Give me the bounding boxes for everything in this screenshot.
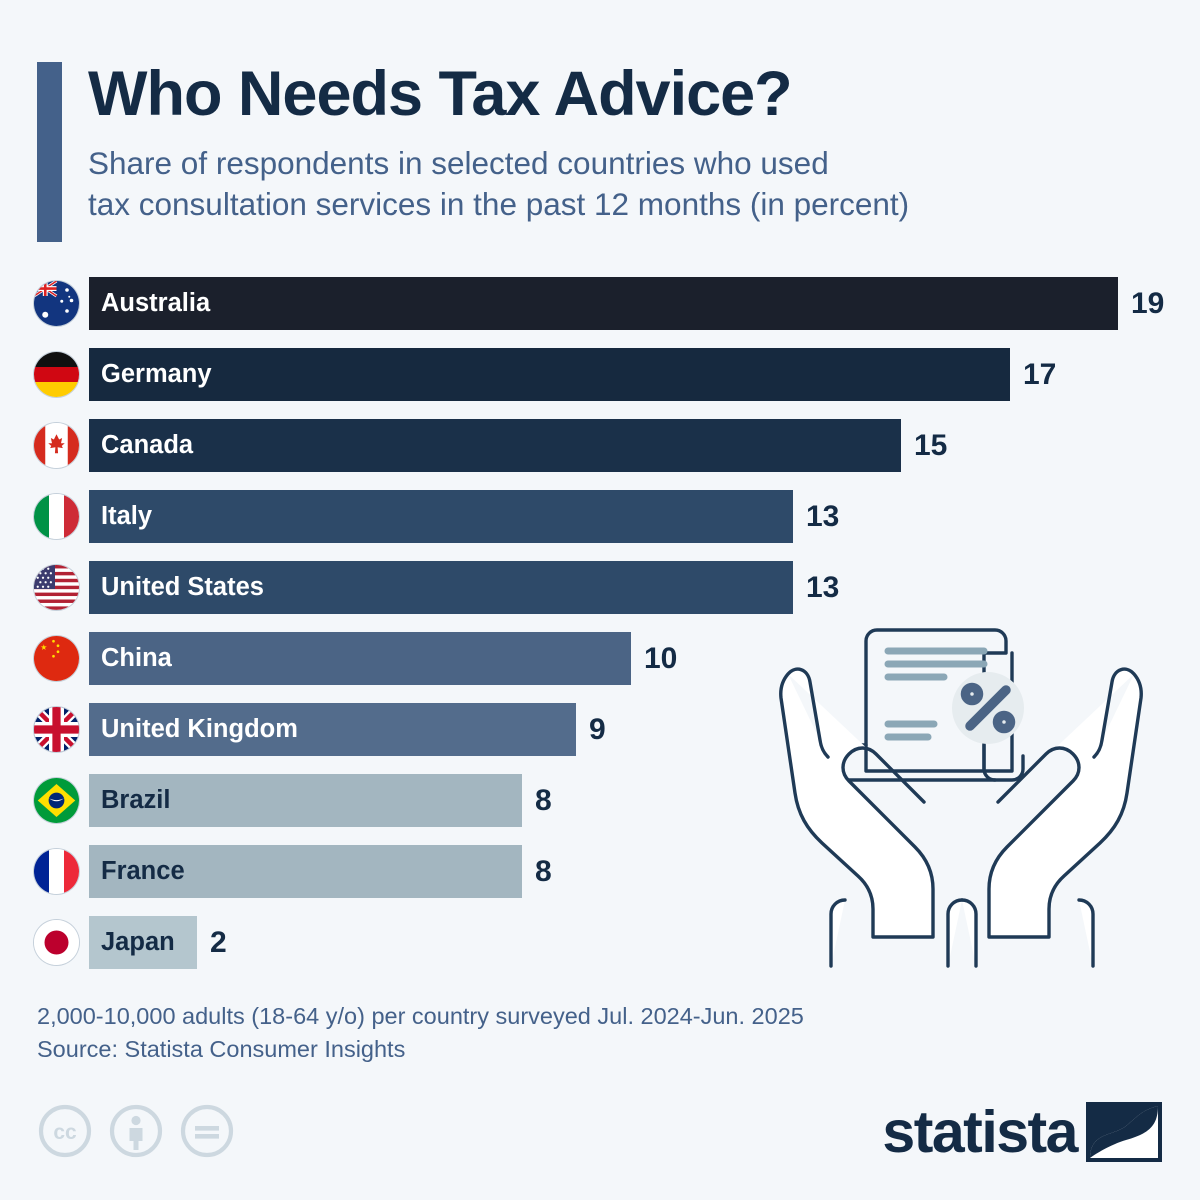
statista-logo[interactable]: statista bbox=[882, 1102, 1162, 1162]
svg-text:cc: cc bbox=[53, 1121, 77, 1144]
bar-value-label: 8 bbox=[535, 783, 552, 817]
bar-country-label: United States bbox=[101, 573, 264, 601]
bar-country-label: United Kingdom bbox=[101, 715, 298, 743]
bar-country-label: Italy bbox=[101, 502, 153, 530]
bar-row: Japan 2 bbox=[0, 911, 1200, 982]
bar-country-label: Brazil bbox=[101, 786, 171, 814]
page-subtitle-line-1: Share of respondents in selected countri… bbox=[88, 145, 829, 182]
page-subtitle: Share of respondents in selected countri… bbox=[88, 143, 909, 224]
bar-country-label: France bbox=[101, 857, 185, 885]
survey-note: 2,000-10,000 adults (18-64 y/o) per coun… bbox=[37, 1003, 804, 1029]
bar-country-label: Germany bbox=[101, 360, 212, 388]
bar-row: United States 13 bbox=[0, 556, 1200, 627]
header: Who Needs Tax Advice? Share of responden… bbox=[37, 62, 1167, 242]
flag-gb-icon bbox=[34, 707, 79, 752]
bar-row: China 10 bbox=[0, 627, 1200, 698]
license-icons: cc bbox=[38, 1104, 234, 1158]
bar-country-label: Canada bbox=[101, 431, 194, 459]
bar-row: Italy 13 bbox=[0, 485, 1200, 556]
bar-country-label: Australia bbox=[101, 289, 211, 317]
header-text: Who Needs Tax Advice? Share of responden… bbox=[62, 62, 909, 242]
statista-wordmark: statista bbox=[882, 1098, 1078, 1165]
bar-row: United Kingdom 9 bbox=[0, 698, 1200, 769]
bar-value-label: 10 bbox=[644, 641, 678, 675]
bar-row: France 8 bbox=[0, 840, 1200, 911]
bar: Brazil bbox=[89, 774, 522, 827]
bar-value-label: 17 bbox=[1023, 357, 1057, 391]
bar-value-label: 13 bbox=[806, 499, 840, 533]
bar: Italy bbox=[89, 490, 793, 543]
bar: Canada bbox=[89, 419, 901, 472]
bar: Germany bbox=[89, 348, 1010, 401]
bar: United Kingdom bbox=[89, 703, 576, 756]
bar-value-label: 8 bbox=[535, 854, 552, 888]
bar-value-label: 9 bbox=[589, 712, 606, 746]
flag-br-icon bbox=[34, 778, 79, 823]
source-note: Source: Statista Consumer Insights bbox=[37, 1036, 406, 1063]
flag-fr-icon bbox=[34, 849, 79, 894]
bar: United States bbox=[89, 561, 793, 614]
bar-chart: Australia 19 Germany 17 Canada 15 Italy 13 U… bbox=[0, 272, 1200, 977]
bar: Australia bbox=[89, 277, 1118, 330]
statista-mark-icon bbox=[1086, 1102, 1162, 1162]
bar-value-label: 19 bbox=[1131, 286, 1165, 320]
bar: Japan bbox=[89, 916, 197, 969]
footer-bar: cc statista bbox=[0, 1096, 1200, 1186]
flag-it-icon bbox=[34, 494, 79, 539]
flag-de-icon bbox=[34, 352, 79, 397]
flag-jp-icon bbox=[34, 920, 79, 965]
bar-value-label: 15 bbox=[914, 428, 948, 462]
bar-row: Brazil 8 bbox=[0, 769, 1200, 840]
bar: France bbox=[89, 845, 522, 898]
creative-commons-icon[interactable]: cc bbox=[38, 1104, 92, 1158]
bar-country-label: Japan bbox=[101, 928, 175, 956]
cc-attribution-icon[interactable] bbox=[109, 1104, 163, 1158]
bar-row: Canada 15 bbox=[0, 414, 1200, 485]
bar-row: Australia 19 bbox=[0, 272, 1200, 343]
page-subtitle-line-2: tax consultation services in the past 12… bbox=[88, 185, 910, 222]
flag-au-icon bbox=[34, 281, 79, 326]
flag-ca-icon bbox=[34, 423, 79, 468]
cc-no-derivatives-icon[interactable] bbox=[180, 1104, 234, 1158]
bar-value-label: 2 bbox=[210, 925, 227, 959]
bar-country-label: China bbox=[101, 644, 172, 672]
footnotes: 2,000-10,000 adults (18-64 y/o) per coun… bbox=[37, 1000, 1037, 1067]
bar-value-label: 13 bbox=[806, 570, 840, 604]
title-accent-bar bbox=[37, 62, 62, 242]
page-title: Who Needs Tax Advice? bbox=[88, 59, 793, 129]
flag-cn-icon bbox=[34, 636, 79, 681]
flag-us-icon bbox=[34, 565, 79, 610]
bar-row: Germany 17 bbox=[0, 343, 1200, 414]
bar: China bbox=[89, 632, 631, 685]
